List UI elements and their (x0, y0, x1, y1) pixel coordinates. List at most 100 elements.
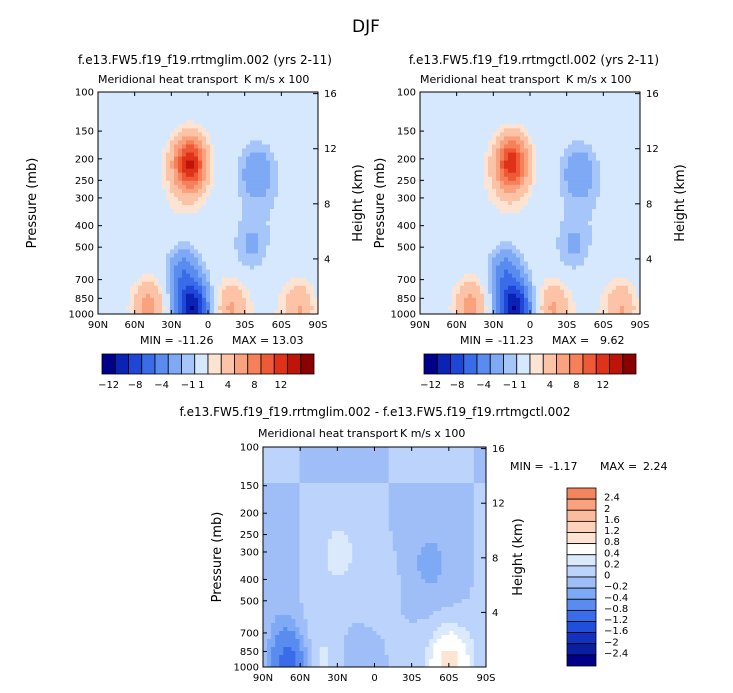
field-cell (210, 192, 215, 198)
field-cell (110, 285, 115, 291)
field-cell (126, 205, 131, 210)
field-cell (242, 265, 247, 270)
field-cell (432, 309, 437, 315)
field-cell (202, 100, 207, 105)
field-cell (134, 180, 139, 186)
field-cell (420, 168, 425, 174)
field-cell (472, 261, 477, 266)
field-cell (174, 217, 179, 222)
field-cell (508, 120, 513, 125)
field-cell (178, 108, 183, 113)
field-cell (178, 261, 183, 266)
field-cell (536, 196, 541, 202)
field-cell (186, 136, 191, 141)
field-cell (500, 92, 505, 97)
field-cell (512, 265, 517, 270)
field-cell (504, 253, 509, 258)
field-cell (238, 229, 243, 234)
field-cell (508, 285, 513, 291)
field-cell (480, 196, 485, 202)
field-cell (540, 221, 545, 226)
field-cell (138, 100, 143, 105)
field-cell (162, 241, 167, 246)
field-cell (460, 184, 465, 190)
field-cell (302, 293, 307, 299)
field-cell (242, 152, 247, 157)
field-cell (282, 261, 287, 266)
field-cell (552, 225, 557, 230)
field-cell (118, 213, 123, 218)
field-cell (448, 148, 453, 153)
field-cell (202, 225, 207, 230)
field-cell (504, 100, 509, 105)
field-cell (162, 217, 167, 222)
field-cell (282, 120, 287, 125)
field-cell (552, 253, 557, 258)
field-cell (294, 249, 299, 254)
field-cell (552, 229, 557, 234)
field-cell (190, 229, 195, 234)
field-cell (270, 305, 275, 311)
field-cell (190, 285, 195, 291)
field-cell (138, 217, 143, 222)
field-cell (194, 297, 199, 303)
field-cell (290, 184, 295, 190)
field-cell (424, 128, 429, 133)
field-cell (448, 205, 453, 210)
field-cell (548, 257, 553, 262)
field-cell (508, 289, 513, 295)
field-cell (114, 273, 119, 279)
field-cell (464, 273, 469, 279)
field-cell (314, 225, 319, 230)
field-cell (122, 281, 127, 287)
field-cell (190, 200, 195, 206)
field-cell (302, 297, 307, 303)
field-cell (142, 281, 147, 287)
field-cell (254, 213, 259, 218)
field-cell (210, 132, 215, 137)
field-cell (158, 289, 163, 295)
field-cell (174, 241, 179, 246)
field-cell (456, 196, 461, 202)
field-cell (230, 176, 235, 182)
field-cell (488, 253, 493, 258)
field-cell (134, 281, 139, 287)
field-cell (158, 148, 163, 153)
field-cell (202, 148, 207, 153)
field-cell (314, 164, 319, 170)
field-cell (464, 293, 469, 299)
field-cell (508, 257, 513, 262)
field-cell (230, 144, 235, 149)
field-cell (178, 293, 183, 299)
field-cell (528, 116, 533, 121)
field-cell (102, 217, 107, 222)
field-cell (166, 116, 171, 121)
field-cell (310, 120, 315, 125)
field-cell (488, 128, 493, 133)
field-cell (310, 225, 315, 230)
field-cell (206, 164, 211, 170)
field-cell (154, 289, 159, 295)
field-cell (122, 92, 127, 97)
field-cell (476, 188, 481, 194)
field-cell (178, 289, 183, 295)
field-cell (428, 168, 433, 174)
field-cell (540, 257, 545, 262)
field-cell (154, 277, 159, 283)
field-cell (552, 205, 557, 210)
field-cell (190, 265, 195, 270)
field-cell (532, 261, 537, 266)
field-cell (202, 229, 207, 234)
field-cell (214, 229, 219, 234)
field-cell (298, 205, 303, 210)
field-cell (118, 277, 123, 283)
field-cell (460, 309, 465, 315)
field-cell (126, 217, 131, 222)
field-cell (158, 156, 163, 162)
field-cell (114, 205, 119, 210)
field-cell (150, 196, 155, 202)
field-cell (286, 257, 291, 262)
field-cell (110, 217, 115, 222)
field-cell (420, 184, 425, 190)
field-cell (206, 112, 211, 117)
